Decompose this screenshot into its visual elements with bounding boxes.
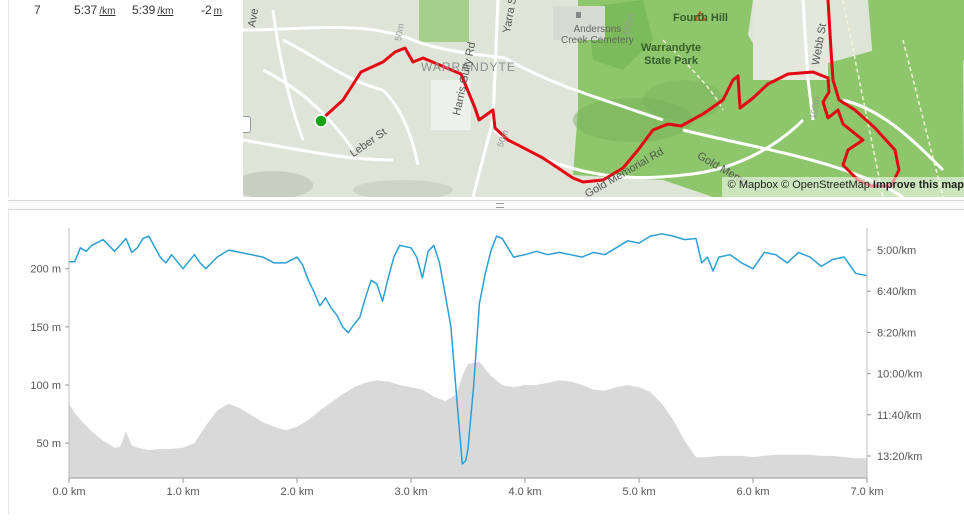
y-right-tick-label: 6:40/km [877,286,916,298]
y-left-tick-label: 100 m [30,380,61,392]
y-left-tick-label: 150 m [30,322,61,334]
x-tick-label: 7.0 km [850,486,883,498]
x-tick-label: 3.0 km [394,486,427,498]
peak-icon [693,10,707,21]
building-area [431,80,471,130]
split-number: 7 [34,3,41,17]
green-patch [419,0,469,42]
elevation-pace-chart[interactable]: 200 m 150 m 100 m 50 m 5:00/km 6:40/km 8:20/km… [0,208,964,515]
splits-table: 7 5:37/km 5:39/km -2 m [0,0,243,197]
y-right-tick-label: 8:20/km [877,327,916,339]
cemetery-area [553,6,605,40]
x-tick-label: 4.0 km [508,486,541,498]
x-tick-label: 2.0 km [280,486,313,498]
elevation-area [69,361,867,478]
y-right-tick-label: 11:40/km [877,410,921,422]
cemetery-icon [576,12,581,18]
osm-link[interactable]: © OpenStreetMap [781,179,870,191]
map-control-edge[interactable] [243,116,251,133]
pace-line [69,233,868,465]
split-moving-pace: 5:39/km [132,3,174,17]
y-right-tick-label: 5:00/km [877,245,916,257]
map-label-fourth-hill: Fourth Hill [673,12,728,24]
y-left-tick-label: 50 m [37,438,61,450]
x-tick-label: 6.0 km [736,486,769,498]
chart-svg: 200 m 150 m 100 m 50 m 5:00/km 6:40/km 8:20/km… [30,228,922,498]
map-label-warrandyte: WARRANDYTE [421,60,516,74]
field-area [753,0,828,80]
y-left-tick-label: 200 m [30,264,61,276]
route-map[interactable]: Fourth Hill WARRANDYTE Andersons Creek Ce… [243,0,964,197]
split-pace: 5:37/km [74,3,116,17]
y-right-tick-label: 10:00/km [877,369,922,381]
grip-icon[interactable] [496,203,504,208]
map-label-state-park: Warrandyte State Park [641,42,702,67]
panel-border [8,208,9,515]
state-park-area [573,0,964,197]
start-marker [314,114,328,128]
resize-divider[interactable] [8,200,964,210]
map-attribution: © Mapbox © OpenStreetMap Improve this ma… [721,177,964,197]
x-tick-label: 1.0 km [166,486,199,498]
x-tick-label: 5.0 km [622,486,655,498]
improve-map-link[interactable]: Improve this map [872,179,964,191]
park-area-right [868,0,964,85]
map-label-cemetery: Andersons Creek Cemetery [561,24,634,46]
map-canvas [243,0,964,197]
x-tick-label: 0.0 km [52,486,85,498]
mapbox-link[interactable]: © Mapbox [727,179,778,191]
split-elevation: -2 m [201,3,223,17]
split-row[interactable]: 7 5:37/km 5:39/km -2 m [0,0,243,22]
table-border [8,0,9,197]
y-right-tick-label: 13:20/km [877,451,922,463]
